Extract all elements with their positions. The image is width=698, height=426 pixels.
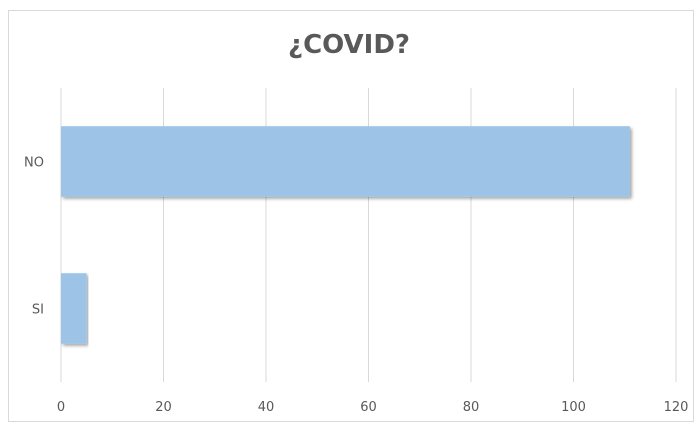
x-tick-label: 0 [57,400,65,415]
bars [61,126,630,344]
x-tick-label: 20 [155,400,172,415]
chart-frame [8,10,694,422]
x-tick-label: 40 [258,400,275,415]
bar-no [61,126,630,197]
x-tick-label: 60 [360,400,377,415]
x-tick-label: 80 [463,400,480,415]
x-tick-label: 100 [561,400,586,415]
x-tick-label: 120 [664,400,689,415]
category-label-no: NO [24,156,44,171]
category-labels: NO SI [24,156,44,318]
chart-title: ¿COVID? [287,30,411,60]
category-label-si: SI [32,303,44,318]
bar-si [61,273,87,344]
x-tick-labels: 0 20 40 60 80 100 120 [57,400,689,415]
